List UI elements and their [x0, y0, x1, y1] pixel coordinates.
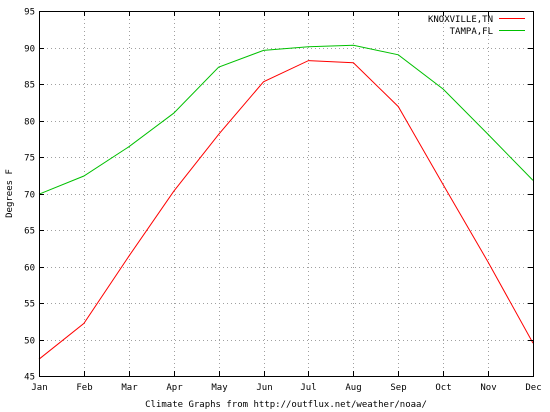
grid: [39, 11, 533, 376]
x-tick-label: Mar: [121, 383, 138, 393]
y-tick-label: 80: [24, 118, 35, 128]
x-tick-label: Jun: [256, 383, 272, 393]
y-tick-label: 45: [24, 373, 35, 383]
axis-ticks: [39, 11, 534, 377]
y-tick-label: 85: [24, 81, 35, 91]
x-tick-label: Dec: [525, 383, 541, 393]
x-tick-label: Jul: [300, 383, 316, 393]
y-tick-label: 90: [24, 45, 35, 55]
series-line-tampa-fl: [38, 44, 534, 195]
plot-series: [38, 44, 534, 360]
x-tick-label: Apr: [166, 383, 183, 393]
legend: KNOXVILLE,TN TAMPA,FL: [428, 15, 525, 37]
y-tick-label: 55: [24, 300, 35, 310]
series-line-knoxville-tn: [38, 60, 534, 360]
y-tick-label: 70: [24, 191, 35, 201]
y-tick-label: 60: [24, 264, 35, 274]
x-tick-label: Nov: [480, 383, 496, 393]
y-tick-label: 75: [24, 154, 35, 164]
y-tick-label: 50: [24, 337, 35, 347]
y-tick-label: 95: [24, 8, 35, 18]
x-tick-label: Oct: [435, 383, 451, 393]
y-axis-label: Degrees F: [5, 169, 15, 218]
x-tick-label: May: [211, 383, 228, 393]
legend-label: KNOXVILLE,TN: [428, 15, 493, 25]
y-axis-tick-labels: 45 50 55 60 65 70 75 80 85 90 95: [24, 8, 35, 383]
y-tick-label: 65: [24, 227, 35, 237]
legend-label: TAMPA,FL: [450, 27, 493, 37]
x-tick-label: Aug: [345, 383, 361, 393]
x-axis-tick-labels: Jan Feb Mar Apr May Jun Jul Aug Sep Oct Nov Dec: [31, 383, 541, 393]
x-tick-label: Sep: [390, 383, 406, 393]
x-tick-label: Jan: [31, 383, 47, 393]
x-tick-label: Feb: [76, 383, 92, 393]
x-axis-label: Climate Graphs from http://outflux.net/w…: [145, 400, 427, 410]
